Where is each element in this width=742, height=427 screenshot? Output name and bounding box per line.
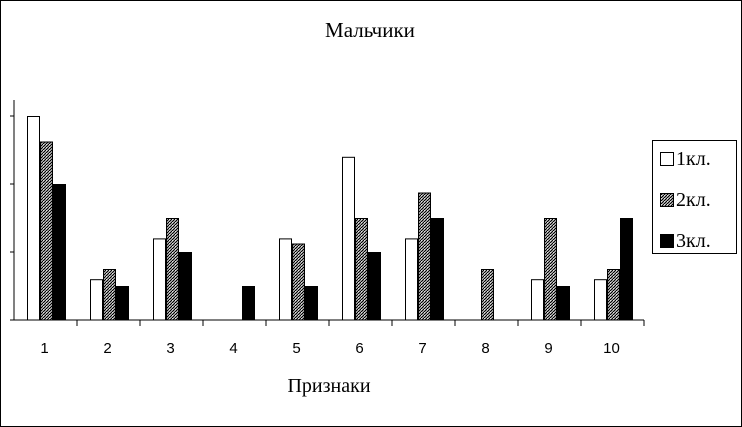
x-tick-label: 7	[418, 340, 426, 357]
x-tick-label: 8	[481, 340, 489, 357]
bar-3кл.-3	[179, 252, 192, 321]
legend-swatch-3	[660, 234, 674, 248]
bar-3кл.-7	[431, 218, 444, 321]
bar-1кл.-3	[153, 238, 166, 321]
x-axis-ticks: 1 2 3 4 5 6 7 8 9 10	[40, 320, 645, 357]
bar-1кл.-9	[531, 279, 544, 321]
x-tick-label: 2	[103, 340, 111, 357]
bar-2кл.-1	[40, 141, 53, 321]
legend-swatch-2	[660, 193, 674, 207]
bars-group	[27, 116, 633, 321]
bar-2кл.-6	[355, 218, 368, 321]
x-tick-label: 6	[355, 340, 363, 357]
bar-1кл.-6	[342, 156, 355, 321]
bar-2кл.-7	[418, 192, 431, 321]
bar-3кл.-5	[305, 286, 318, 321]
y-axis-ticks	[10, 115, 14, 321]
legend-label-1: 1кл.	[676, 148, 711, 170]
bar-2кл.-9	[544, 218, 557, 321]
legend-swatch-1	[660, 152, 674, 166]
bar-3кл.-6	[368, 252, 381, 321]
bar-3кл.-9	[557, 286, 570, 321]
bar-1кл.-2	[90, 279, 103, 321]
bar-2кл.-8	[481, 269, 494, 321]
bar-3кл.-2	[116, 286, 129, 321]
bar-1кл.-10	[594, 279, 607, 321]
bar-3кл.-1	[53, 184, 66, 321]
x-tick-label: 9	[544, 340, 552, 357]
chart-title: Мальчики	[325, 18, 415, 42]
bar-1кл.-7	[405, 238, 418, 321]
bar-3кл.-4	[242, 286, 255, 321]
bar-2кл.-3	[166, 218, 179, 321]
x-tick-label: 10	[603, 340, 620, 357]
bar-2кл.-10	[607, 269, 620, 321]
bar-1кл.-5	[279, 238, 292, 321]
legend: 1кл. 2кл. 3кл.	[652, 140, 737, 254]
bar-2кл.-2	[103, 269, 116, 321]
x-axis-label: Признаки	[287, 375, 370, 397]
legend-label-3: 3кл.	[676, 230, 711, 252]
bar-2кл.-5	[292, 243, 305, 321]
bar-3кл.-10	[620, 218, 633, 321]
x-tick-label: 5	[292, 340, 300, 357]
legend-label-2: 2кл.	[676, 189, 711, 211]
x-tick-label: 1	[40, 340, 48, 357]
x-tick-label: 4	[229, 340, 237, 357]
bar-1кл.-1	[27, 116, 40, 321]
x-tick-label: 3	[166, 340, 174, 357]
